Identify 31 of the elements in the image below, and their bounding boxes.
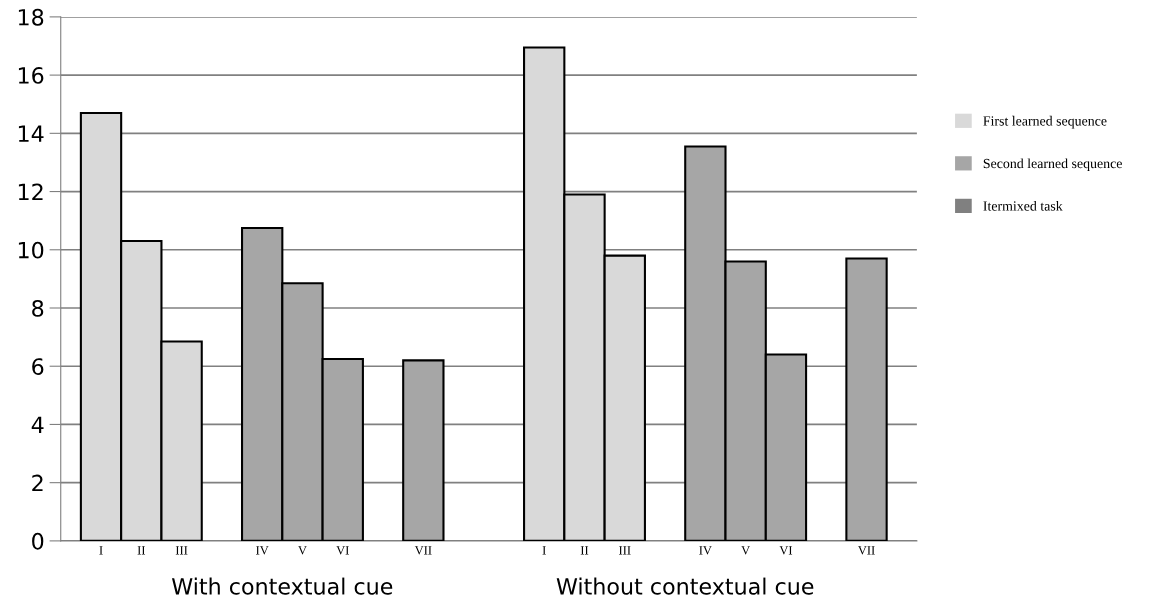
- x-tick-label: III: [618, 546, 631, 555]
- x-tick-label: V: [741, 546, 751, 555]
- x-tick-label: VII: [414, 546, 432, 555]
- x-tick-label: IV: [699, 546, 712, 555]
- x-tick-label: II: [137, 546, 146, 555]
- text: With contextual cue: [171, 577, 393, 595]
- x-tick-label: II: [580, 546, 589, 555]
- y-tick-label: 16: [18, 67, 44, 84]
- y-tick-label: 6: [32, 358, 44, 375]
- y-tick-label: 12: [18, 183, 43, 200]
- x-tick-label: VI: [336, 546, 349, 555]
- legend-label: Itermixed task: [983, 200, 1063, 211]
- bar: [845, 257, 888, 541]
- bar: [402, 359, 445, 541]
- text: Without contextual cue: [556, 577, 814, 595]
- y-tick-label: 4: [31, 416, 44, 433]
- y-tick-label: 10: [18, 241, 44, 259]
- x-tick-label: V: [298, 546, 307, 555]
- x-tick-label: III: [175, 546, 188, 555]
- y-tick-label: 0: [32, 532, 44, 550]
- y-tick-label: 18: [18, 8, 44, 26]
- x-tick-label: VII: [857, 546, 875, 555]
- y-tick-label: 8: [32, 299, 44, 317]
- y-tick-label: 2: [32, 474, 43, 492]
- x-tick-label: I: [99, 546, 103, 555]
- x-tick-label: I: [542, 546, 546, 555]
- legend-label: Second learned sequence: [983, 158, 1122, 171]
- y-tick-label: 14: [18, 125, 44, 142]
- x-tick-label: IV: [256, 546, 269, 555]
- x-tick-label: VI: [779, 546, 793, 555]
- legend-label: First learned sequence: [983, 115, 1107, 129]
